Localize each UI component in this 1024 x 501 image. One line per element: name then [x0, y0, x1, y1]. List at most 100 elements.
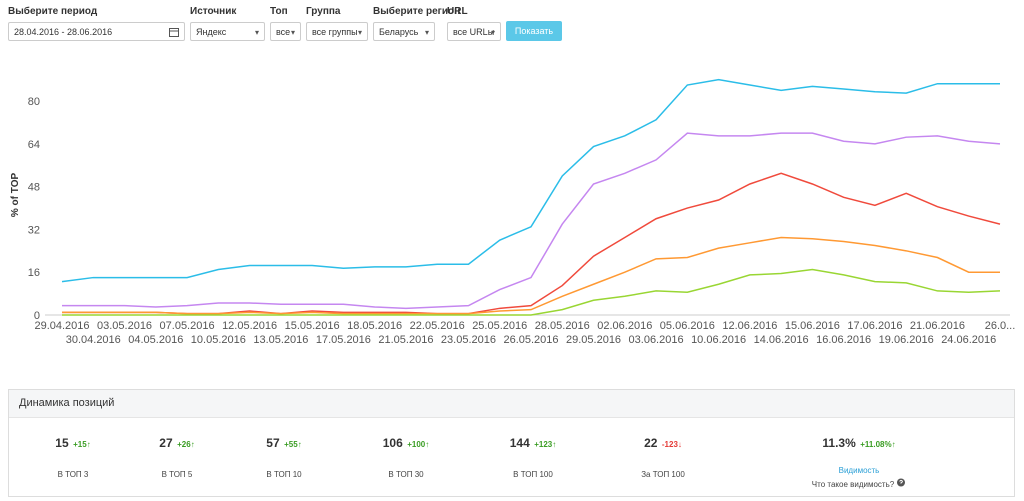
panel-title: Динамика позиций	[9, 390, 1014, 418]
stat-value: 22	[644, 436, 658, 450]
select[interactable]: все	[270, 22, 301, 42]
region-filter: Выберите регион Беларусь	[373, 6, 461, 42]
url-filter: URL все URLы	[447, 6, 501, 42]
x-tick-label: 23.05.2016	[441, 334, 496, 346]
period-filter: Выберите период 28.04.2016 - 28.06.2016	[8, 6, 185, 41]
y-tick-label: 48	[28, 182, 40, 194]
chart: % of TOP 0 16 32 48 64 80 29.04.2016 30.04.2016…	[10, 78, 1015, 346]
stats-panel: Динамика позиций 15 +15 В ТОП 3 27 +26 В ТО…	[8, 389, 1015, 497]
stat-label: В ТОП 3	[57, 470, 89, 479]
stat-row: 57 +55	[214, 434, 354, 452]
y-tick-label: 16	[28, 267, 40, 279]
select[interactable]: Беларусь	[373, 22, 435, 42]
stat-delta: +123	[534, 440, 556, 449]
visibility-link[interactable]: Видимость	[838, 466, 880, 475]
x-tick-label: 12.06.2016	[722, 320, 777, 332]
stat-label: В ТОП 5	[161, 470, 193, 479]
stat-row: 106 +100	[336, 434, 476, 452]
date-value: 28.04.2016 - 28.06.2016	[14, 27, 113, 37]
filter-label: Выберите регион	[373, 6, 461, 17]
filter-label: Топ	[270, 6, 288, 17]
stat-row: 27 +26	[107, 434, 247, 452]
stat-row: 22 -123	[593, 434, 733, 452]
y-tick-label: 32	[28, 224, 40, 236]
series-line	[62, 132, 1001, 310]
x-tick-label: 07.05.2016	[160, 320, 215, 332]
x-tick-label: 26.05.2016	[503, 334, 558, 346]
select-value: все	[276, 27, 291, 37]
date-input[interactable]: 28.04.2016 - 28.06.2016	[8, 22, 185, 41]
select-value: Яндекс	[196, 27, 227, 37]
stat-delta: +15	[73, 440, 91, 449]
stat-item: 27 +26 В ТОП 5	[107, 434, 247, 479]
x-tick-label: 29.04.2016	[34, 320, 89, 332]
x-tick-label: 21.06.2016	[910, 320, 965, 332]
y-tick-label: 64	[28, 139, 40, 151]
stat-item: 144 +123 В ТОП 100	[463, 434, 603, 479]
x-tick-label: 29.05.2016	[566, 334, 621, 346]
show-button[interactable]: Показать	[506, 21, 562, 41]
x-tick-label: 13.05.2016	[253, 334, 308, 346]
stat-delta: +26	[177, 440, 195, 449]
x-tick-label: 03.05.2016	[97, 320, 152, 332]
stat-value: 27	[159, 436, 173, 450]
filter-label: URL	[447, 6, 468, 17]
stat-row: 144 +123	[463, 434, 603, 452]
stat-delta: +55	[284, 440, 302, 449]
x-tick-label: 15.06.2016	[785, 320, 840, 332]
filter-label: Выберите период	[8, 6, 98, 17]
select[interactable]: Яндекс	[190, 22, 265, 42]
x-tick-label: 02.06.2016	[597, 320, 652, 332]
y-tick-label: 0	[34, 310, 40, 322]
x-tick-label: 16.06.2016	[816, 334, 871, 346]
select-value: Беларусь	[379, 27, 419, 37]
stat-delta: +100	[407, 440, 429, 449]
help-icon	[897, 478, 906, 487]
filter-label: Источник	[190, 6, 237, 17]
select[interactable]: все группы	[306, 22, 368, 42]
series-line	[61, 78, 1000, 283]
stat-delta: -123	[662, 440, 682, 449]
stat-delta: +11.08%	[860, 440, 895, 449]
stat-value: 11.3%	[822, 436, 856, 450]
x-tick-label: 04.05.2016	[128, 334, 183, 346]
stat-row: 11.3% +11.08%	[789, 434, 929, 452]
select[interactable]: все URLы	[447, 22, 501, 42]
stat-item: 57 +55 В ТОП 10	[214, 434, 354, 479]
x-tick-label: 05.06.2016	[660, 320, 715, 332]
stat-value: 57	[266, 436, 280, 450]
stat-value: 144	[509, 436, 530, 450]
x-tick-label: 21.05.2016	[378, 334, 433, 346]
x-tick-label: 15.05.2016	[285, 320, 340, 332]
source-filter: Источник Яндекс	[190, 6, 265, 42]
x-tick-label: 17.05.2016	[316, 334, 371, 346]
stat-label: В ТОП 30	[388, 470, 424, 479]
help-link[interactable]: Что такое видимость?	[811, 480, 895, 489]
x-tick-label: 14.06.2016	[754, 334, 809, 346]
stat-label: В ТОП 100	[513, 470, 553, 479]
x-tick-label: 17.06.2016	[847, 320, 902, 332]
x-tick-label: 18.05.2016	[347, 320, 402, 332]
top-filter: Топ все	[270, 6, 301, 42]
stat-value: 106	[382, 436, 403, 450]
select-value: все группы	[312, 27, 358, 37]
x-tick-label: 03.06.2016	[629, 334, 684, 346]
x-tick-label: 10.06.2016	[691, 334, 746, 346]
y-axis-label: % of TOP	[10, 173, 21, 218]
stat-label: За ТОП 100	[641, 470, 685, 479]
x-tick-label: 19.06.2016	[879, 334, 934, 346]
x-tick-label: 30.04.2016	[66, 334, 121, 346]
stat-item: 15 +15 В ТОП 3	[3, 434, 143, 479]
stat-item: 106 +100 В ТОП 30	[336, 434, 476, 479]
x-tick-label: 10.05.2016	[191, 334, 246, 346]
stat-item: 22 -123 За ТОП 100	[593, 434, 733, 479]
series-line	[62, 236, 1000, 315]
stat-value: 15	[55, 436, 69, 450]
filter-label: Группа	[306, 6, 341, 17]
stat-item: 11.3% +11.08% Видимость Что такое видимост…	[789, 434, 929, 489]
stat-row: 15 +15	[3, 434, 143, 452]
series-line	[62, 268, 1001, 316]
group-filter: Группа все группы	[306, 6, 368, 42]
x-tick-label: 22.05.2016	[410, 320, 465, 332]
